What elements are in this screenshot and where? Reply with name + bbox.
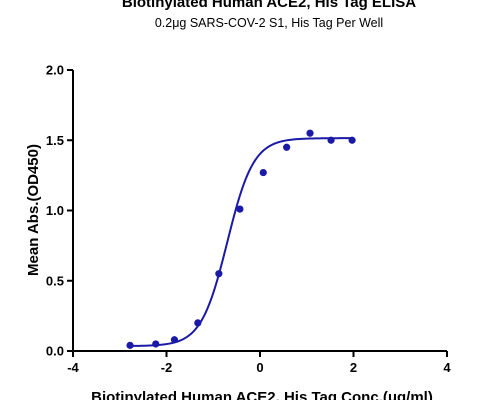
x-tick-label: 2 [350, 360, 357, 375]
data-point [348, 136, 356, 144]
data-point [194, 319, 202, 327]
x-tick-label: -4 [67, 360, 79, 375]
fit-curve-layer [130, 137, 353, 347]
x-tick-label: 0 [256, 360, 263, 375]
data-point [327, 136, 335, 144]
data-point [236, 205, 244, 213]
x-axis: -4 -2 0 2 4 [67, 350, 451, 375]
data-point [152, 340, 160, 348]
x-tick-label: 4 [443, 360, 451, 375]
data-point [170, 336, 179, 344]
x-axis-label: Biotinylated Human ACE2, His Tag Conc.(μ… [91, 389, 433, 400]
y-tick-label: 0.0 [46, 344, 64, 359]
data-point [215, 270, 223, 278]
y-tick-label: 0.5 [46, 273, 64, 288]
data-point [126, 341, 134, 349]
y-tick-label: 1.0 [46, 203, 64, 218]
data-points-layer [126, 129, 356, 349]
y-axis: 0.0 0.5 1.0 1.5 2.0 [46, 63, 74, 359]
chart-subtitle: 0.2μg SARS-COV-2 S1, His Tag Per Well [155, 16, 383, 30]
x-tick-label: -2 [161, 360, 173, 375]
y-axis-label: Mean Abs.(OD450) [25, 144, 42, 276]
y-tick-label: 2.0 [46, 63, 64, 78]
data-point [283, 143, 291, 151]
data-point [259, 168, 267, 177]
chart-title: Biotinylated Human ACE2, His Tag ELISA [122, 0, 416, 11]
fit-curve [130, 137, 353, 347]
data-point [306, 129, 314, 137]
y-tick-label: 1.5 [46, 133, 64, 148]
